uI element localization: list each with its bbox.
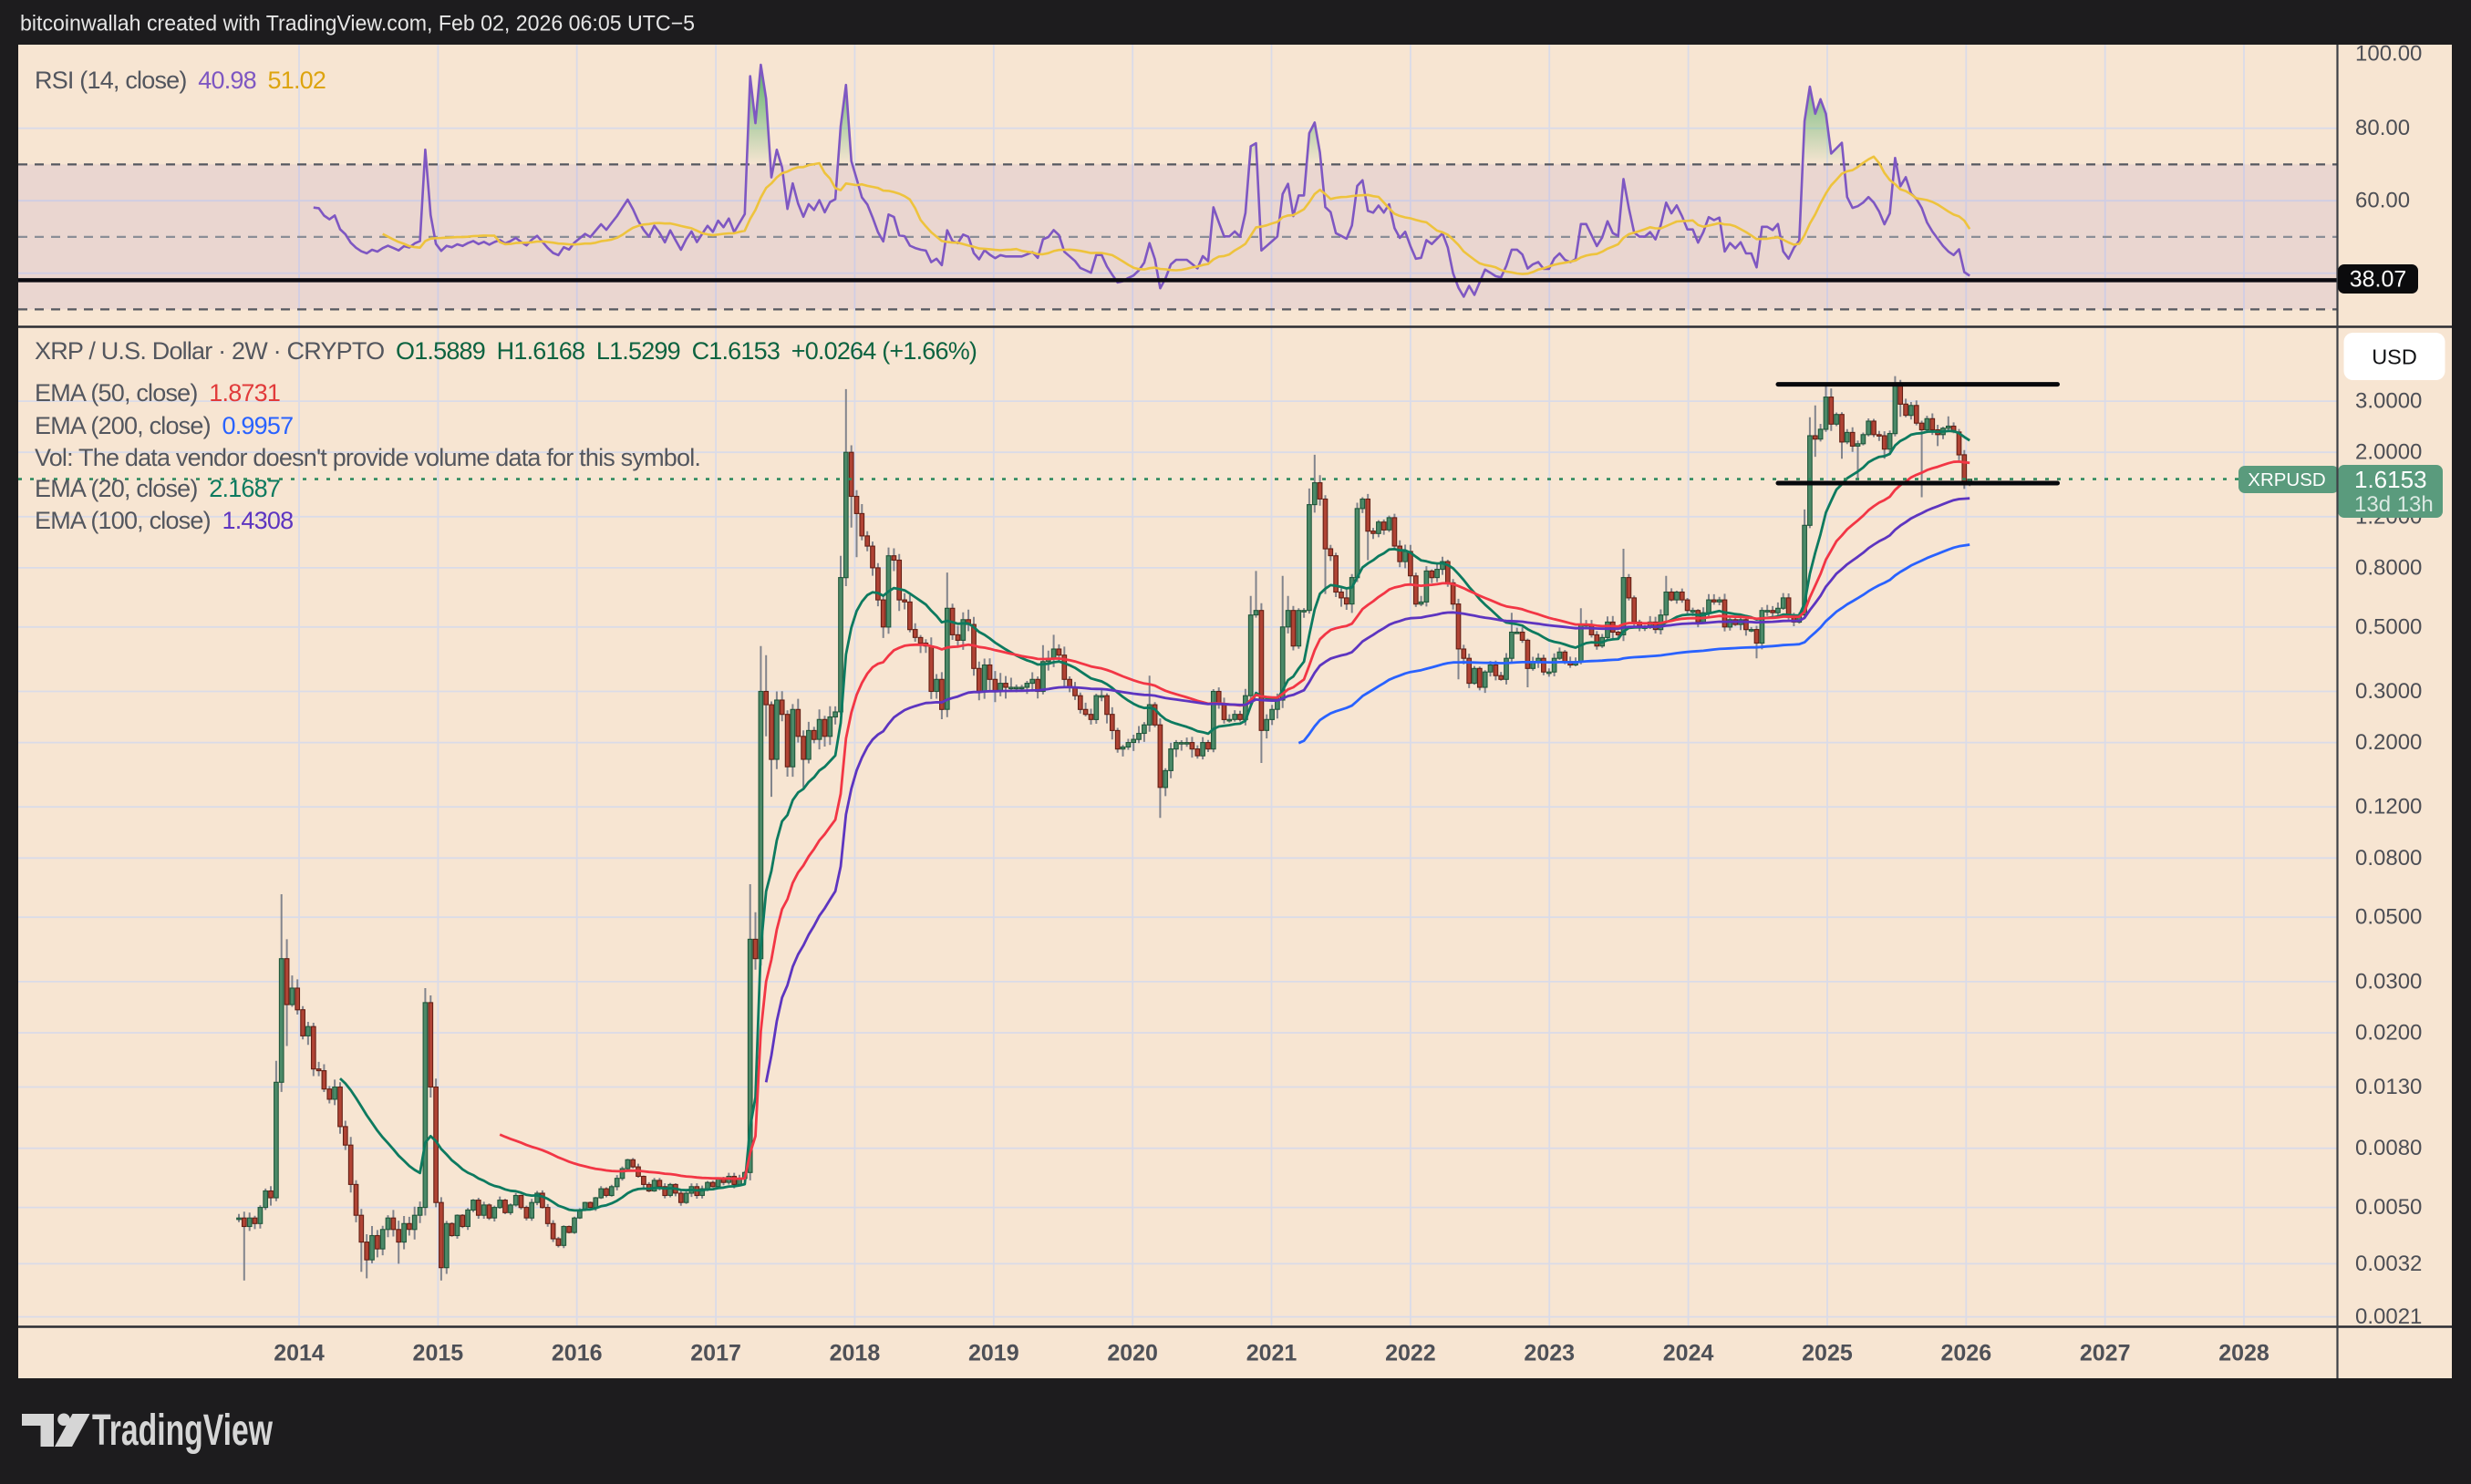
svg-text:0.0500: 0.0500 xyxy=(2355,905,2422,930)
svg-text:0.8000: 0.8000 xyxy=(2355,555,2422,580)
svg-text:USD: USD xyxy=(2372,345,2417,369)
svg-text:13d 13h: 13d 13h xyxy=(2354,492,2434,517)
svg-text:0.0300: 0.0300 xyxy=(2355,969,2422,994)
svg-text:80.00: 80.00 xyxy=(2355,116,2410,140)
svg-text:2.0000: 2.0000 xyxy=(2355,440,2422,465)
svg-text:2019: 2019 xyxy=(968,1341,1019,1366)
svg-text:1.6153: 1.6153 xyxy=(2354,466,2427,493)
svg-text:EMA (20, close) 2.1687: EMA (20, close) 2.1687 xyxy=(35,475,280,502)
svg-text:2023: 2023 xyxy=(1524,1341,1575,1366)
svg-text:EMA (50, close) 1.8731: EMA (50, close) 1.8731 xyxy=(35,379,280,407)
svg-text:2022: 2022 xyxy=(1385,1341,1436,1366)
svg-text:0.0800: 0.0800 xyxy=(2355,846,2422,871)
svg-text:0.0021: 0.0021 xyxy=(2355,1304,2422,1329)
svg-text:0.0032: 0.0032 xyxy=(2355,1252,2422,1276)
svg-text:0.3000: 0.3000 xyxy=(2355,679,2422,704)
svg-text:2018: 2018 xyxy=(830,1341,881,1366)
svg-text:2016: 2016 xyxy=(552,1341,603,1366)
svg-text:100.00: 100.00 xyxy=(2355,42,2422,67)
svg-text:2020: 2020 xyxy=(1107,1341,1158,1366)
svg-text:Vol: The data vendor doesn't p: Vol: The data vendor doesn't provide vol… xyxy=(35,444,700,471)
svg-text:2021: 2021 xyxy=(1246,1341,1298,1366)
svg-text:EMA (100, close) 1.4308: EMA (100, close) 1.4308 xyxy=(35,507,293,534)
svg-text:2015: 2015 xyxy=(413,1341,464,1366)
svg-text:0.0050: 0.0050 xyxy=(2355,1195,2422,1220)
svg-text:38.07: 38.07 xyxy=(2350,267,2407,293)
svg-text:2025: 2025 xyxy=(1802,1341,1853,1366)
svg-text:2014: 2014 xyxy=(274,1341,325,1366)
svg-text:2026: 2026 xyxy=(1941,1341,1992,1366)
svg-text:0.2000: 0.2000 xyxy=(2355,730,2422,755)
svg-text:0.0200: 0.0200 xyxy=(2355,1020,2422,1045)
svg-text:0.5000: 0.5000 xyxy=(2355,614,2422,639)
svg-text:3.0000: 3.0000 xyxy=(2355,389,2422,414)
svg-text:XRP / U.S. Dollar · 2W · CRYPT: XRP / U.S. Dollar · 2W · CRYPTO O1.5889 … xyxy=(35,337,977,365)
svg-text:0.0130: 0.0130 xyxy=(2355,1075,2422,1099)
svg-text:2028: 2028 xyxy=(2218,1341,2269,1366)
svg-text:TradingView: TradingView xyxy=(92,1407,273,1455)
svg-text:bitcoinwallah created with Tra: bitcoinwallah created with TradingView.c… xyxy=(20,12,695,36)
svg-text:2027: 2027 xyxy=(2080,1341,2131,1366)
svg-text:XRPUSD: XRPUSD xyxy=(2248,469,2325,490)
svg-text:60.00: 60.00 xyxy=(2355,189,2410,213)
svg-text:0.1200: 0.1200 xyxy=(2355,795,2422,819)
svg-text:EMA (200, close) 0.9957: EMA (200, close) 0.9957 xyxy=(35,412,293,439)
svg-text:0.0080: 0.0080 xyxy=(2355,1136,2422,1160)
svg-text:2024: 2024 xyxy=(1663,1341,1714,1366)
svg-text:RSI (14, close) 40.98 51.02: RSI (14, close) 40.98 51.02 xyxy=(35,67,326,94)
svg-text:2017: 2017 xyxy=(690,1341,741,1366)
